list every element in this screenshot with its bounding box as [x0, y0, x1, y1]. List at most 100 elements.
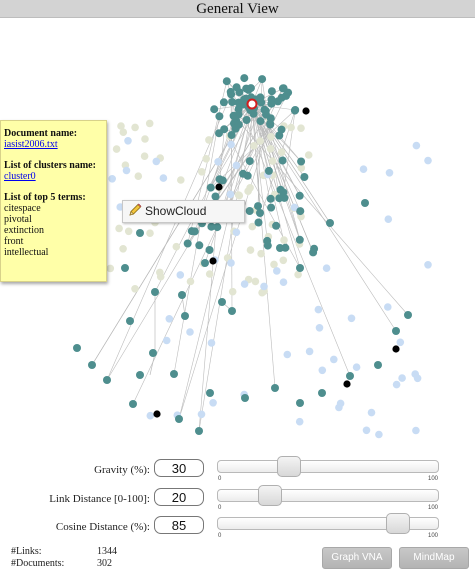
graph-node[interactable] [384, 215, 393, 223]
graph-node[interactable] [385, 169, 394, 177]
graph-node[interactable] [362, 426, 371, 435]
graph-node[interactable] [134, 172, 143, 180]
graph-node[interactable] [239, 169, 248, 178]
graph-node[interactable] [119, 128, 128, 136]
graph-node[interactable] [297, 124, 305, 132]
graph-node[interactable] [152, 157, 161, 166]
graph-vna-button[interactable]: Graph VNA [322, 547, 392, 569]
graph-node[interactable] [392, 327, 400, 335]
graph-node[interactable] [254, 202, 262, 211]
graph-node[interactable] [205, 246, 214, 254]
graph-node[interactable] [213, 223, 222, 232]
graph-node[interactable] [266, 194, 275, 203]
graph-node[interactable] [296, 399, 304, 407]
graph-node[interactable] [244, 85, 253, 94]
graph-node[interactable] [240, 74, 249, 83]
graph-node[interactable] [227, 131, 236, 139]
graph-node[interactable] [177, 176, 185, 184]
graph-node[interactable] [272, 221, 281, 230]
gravity-slider[interactable] [217, 456, 439, 477]
graph-node[interactable] [276, 244, 284, 252]
graph-node[interactable] [314, 305, 323, 314]
graph-node[interactable] [361, 199, 369, 207]
graph-node[interactable] [254, 218, 263, 227]
showcloud-menu-item[interactable]: ShowCloud [122, 200, 245, 223]
graph-node[interactable] [136, 229, 144, 237]
graph-node[interactable] [280, 236, 288, 244]
graph-node[interactable] [279, 256, 288, 265]
graph-node[interactable] [88, 361, 96, 369]
graph-node[interactable] [210, 105, 219, 114]
graph-node[interactable] [309, 248, 318, 257]
graph-node[interactable] [352, 363, 361, 372]
graph-node[interactable] [297, 164, 306, 172]
graph-node[interactable] [273, 97, 282, 106]
graph-node[interactable] [195, 241, 204, 250]
graph-node[interactable] [384, 303, 392, 311]
graph-node[interactable] [318, 389, 326, 397]
graph-node[interactable] [207, 222, 216, 231]
graph-node[interactable] [218, 176, 227, 185]
graph-node[interactable] [119, 245, 127, 253]
cosine-distance-slider-thumb[interactable] [386, 513, 410, 534]
graph-node[interactable] [266, 145, 275, 153]
graph-node[interactable] [211, 192, 220, 201]
graph-node[interactable] [115, 224, 123, 233]
graph-node[interactable] [126, 317, 134, 325]
graph-node[interactable] [297, 157, 306, 166]
graph-node[interactable] [162, 336, 171, 345]
graph-node[interactable] [124, 137, 132, 145]
graph-node[interactable] [392, 345, 400, 353]
graph-node[interactable] [175, 415, 183, 423]
graph-node[interactable] [201, 259, 209, 267]
graph-node[interactable] [326, 219, 334, 227]
graph-node[interactable] [245, 207, 254, 215]
graph-node[interactable] [235, 88, 244, 97]
graph-node[interactable] [206, 389, 214, 397]
graph-node[interactable] [347, 314, 356, 323]
graph-node[interactable] [318, 366, 327, 375]
graph-node[interactable] [214, 158, 222, 166]
graph-node[interactable] [181, 312, 189, 320]
document-name-link[interactable]: iasist2006.txt [4, 139, 58, 150]
graph-node[interactable] [176, 271, 185, 279]
graph-node[interactable] [264, 166, 273, 175]
graph-node[interactable] [396, 338, 405, 347]
graph-node[interactable] [159, 174, 168, 182]
graph-node[interactable] [190, 227, 199, 236]
graph-node[interactable] [198, 168, 206, 176]
graph-node[interactable] [374, 361, 382, 369]
graph-node[interactable] [231, 113, 240, 122]
graph-node[interactable] [268, 157, 277, 165]
graph-node[interactable] [172, 242, 181, 251]
graph-node[interactable] [146, 229, 154, 237]
graph-node[interactable] [146, 411, 155, 420]
graph-node[interactable] [246, 246, 255, 254]
graph-node[interactable] [267, 99, 276, 108]
link-distance-input[interactable] [154, 488, 204, 506]
graph-node[interactable] [205, 136, 213, 144]
graph-node[interactable] [258, 288, 266, 297]
graph-node[interactable] [290, 106, 299, 115]
graph-node[interactable] [256, 137, 265, 145]
graph-node[interactable] [412, 426, 420, 435]
graph-node[interactable] [227, 140, 235, 149]
graph-node[interactable] [153, 410, 161, 418]
graph-node[interactable] [165, 315, 174, 323]
graph-node[interactable] [270, 260, 278, 269]
graph-node[interactable] [209, 399, 217, 407]
graph-node[interactable] [209, 257, 217, 265]
graph-node[interactable] [227, 259, 235, 267]
graph-node[interactable] [304, 151, 313, 159]
graph-node[interactable] [287, 123, 295, 132]
graph-node[interactable] [73, 344, 81, 352]
graph-node[interactable] [112, 145, 121, 153]
graph-node[interactable] [241, 394, 249, 402]
graph-node[interactable] [234, 120, 243, 129]
graph-node[interactable] [232, 161, 241, 170]
graph-node[interactable] [412, 141, 421, 150]
graph-node[interactable] [226, 190, 235, 199]
graph-node[interactable] [228, 98, 237, 106]
graph-node[interactable] [145, 119, 154, 128]
graph-node[interactable] [260, 282, 268, 291]
